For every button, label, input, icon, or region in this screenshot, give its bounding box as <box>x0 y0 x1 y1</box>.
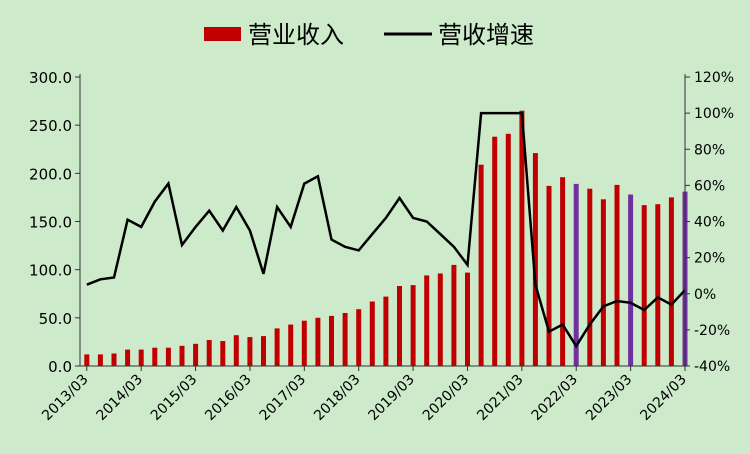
revenue-bar <box>560 177 566 366</box>
revenue-bars <box>84 110 688 366</box>
revenue-bar <box>600 199 606 366</box>
right-tick-label: 0% <box>694 287 716 303</box>
revenue-bar <box>519 110 525 366</box>
revenue-bar <box>342 313 348 366</box>
revenue-bar <box>668 197 674 366</box>
revenue-bar <box>152 347 158 366</box>
revenue-bar <box>233 335 239 366</box>
revenue-bar <box>505 133 511 366</box>
revenue-bar <box>165 347 171 366</box>
revenue-bar <box>614 184 620 366</box>
revenue-bar <box>274 328 280 366</box>
left-tick-label: 200.0 <box>29 165 72 183</box>
revenue-bar <box>111 353 117 366</box>
left-tick-label: 50.0 <box>39 310 72 328</box>
revenue-bar <box>424 275 430 366</box>
growth-line <box>86 111 686 349</box>
revenue-bar <box>301 320 307 366</box>
revenue-bar <box>179 345 185 366</box>
x-tick-label: 2017/03 <box>257 372 309 424</box>
revenue-bar <box>587 188 593 366</box>
revenue-bar <box>206 340 212 366</box>
right-tick-label: 60% <box>694 178 725 194</box>
right-tick-label: 120% <box>694 70 734 86</box>
left-tick-label: 0.0 <box>48 358 72 376</box>
revenue-bar <box>492 136 498 366</box>
right-tick-label: 100% <box>694 106 734 122</box>
x-tick-label: 2021/03 <box>474 372 526 424</box>
x-tick-label: 2014/03 <box>94 372 146 424</box>
revenue-bar <box>369 301 375 366</box>
revenue-bar <box>451 264 457 366</box>
revenue-bar <box>465 272 470 366</box>
revenue-bar <box>315 317 321 366</box>
revenue-bar <box>478 164 484 366</box>
revenue-bar <box>288 324 294 366</box>
revenue-bar <box>125 349 131 366</box>
legend-label-growth: 营收增速 <box>438 21 534 49</box>
revenue-bar <box>138 349 144 366</box>
x-tick-label: 2024/03 <box>637 372 689 424</box>
revenue-bar <box>193 343 199 366</box>
legend-swatch-revenue <box>204 27 241 41</box>
x-tick-label: 2019/03 <box>365 372 417 424</box>
right-tick-label: -20% <box>694 323 730 339</box>
revenue-bar <box>573 183 579 366</box>
revenue-bar <box>628 194 634 366</box>
revenue-bar <box>329 315 334 366</box>
revenue-bar <box>546 185 552 366</box>
x-tick-label: 2022/03 <box>529 372 581 424</box>
right-tick-label: -40% <box>694 359 730 375</box>
revenue-bar <box>655 204 661 366</box>
revenue-bar <box>97 354 103 366</box>
revenue-bar <box>397 286 402 366</box>
revenue-bar <box>532 153 538 366</box>
left-tick-label: 250.0 <box>29 117 72 135</box>
x-tick-label: 2015/03 <box>148 372 200 424</box>
growth-line-layer <box>86 111 686 349</box>
revenue-bar <box>641 205 647 366</box>
revenue-bar <box>261 336 266 366</box>
legend-label-revenue: 营业收入 <box>248 21 344 49</box>
right-tick-label: 20% <box>694 251 725 267</box>
right-tick-label: 40% <box>694 215 725 231</box>
legend: 营业收入 营收增速 <box>204 21 534 49</box>
left-tick-label: 300.0 <box>29 69 72 87</box>
revenue-bar <box>383 296 389 366</box>
revenue-bar <box>247 337 253 366</box>
revenue-bar <box>437 273 443 366</box>
revenue-bar <box>84 354 90 366</box>
revenue-bar <box>356 309 362 366</box>
right-tick-label: 80% <box>694 142 725 158</box>
x-tick-label: 2013/03 <box>39 372 91 424</box>
x-tick-label: 2020/03 <box>420 372 472 424</box>
x-tick-label: 2023/03 <box>583 372 635 424</box>
left-tick-label: 150.0 <box>29 214 72 232</box>
revenue-bar <box>410 285 416 366</box>
revenue-bar <box>220 341 226 366</box>
x-tick-label: 2016/03 <box>202 372 254 424</box>
x-tick-label: 2018/03 <box>311 372 363 424</box>
left-tick-label: 100.0 <box>29 262 72 280</box>
